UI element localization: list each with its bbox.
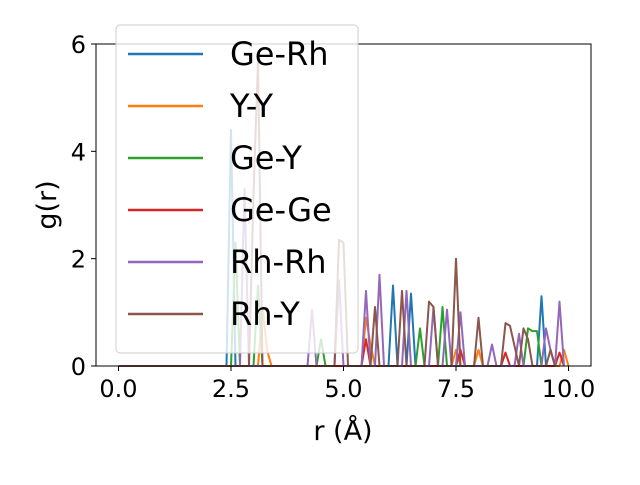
y-axis-ticks: 0 2 4 6 xyxy=(71,31,96,381)
x-tick-label: 7.5 xyxy=(437,375,475,403)
legend-label: Rh-Y xyxy=(230,295,300,333)
x-axis-label: r (Å) xyxy=(313,415,372,447)
y-tick-label: 6 xyxy=(71,31,86,59)
x-tick-label: 2.5 xyxy=(212,375,250,403)
y-tick-label: 2 xyxy=(71,246,86,274)
legend: Ge-Rh Y-Y Ge-Y Ge-Ge Rh-Rh Rh-Y xyxy=(115,24,359,354)
legend-label: Ge-Y xyxy=(230,139,302,177)
x-tick-label: 10.0 xyxy=(542,375,595,403)
legend-label: Ge-Ge xyxy=(230,191,332,229)
legend-label: Rh-Rh xyxy=(230,243,327,281)
x-axis-ticks: 0.0 2.5 5.0 7.5 10.0 xyxy=(99,366,595,403)
legend-label: Ge-Rh xyxy=(230,35,329,73)
legend-label: Y-Y xyxy=(229,87,274,125)
y-tick-label: 4 xyxy=(71,138,86,166)
y-axis-label: g(r) xyxy=(32,180,63,229)
x-tick-label: 5.0 xyxy=(324,375,362,403)
y-tick-label: 0 xyxy=(71,353,86,381)
x-tick-label: 0.0 xyxy=(99,375,137,403)
